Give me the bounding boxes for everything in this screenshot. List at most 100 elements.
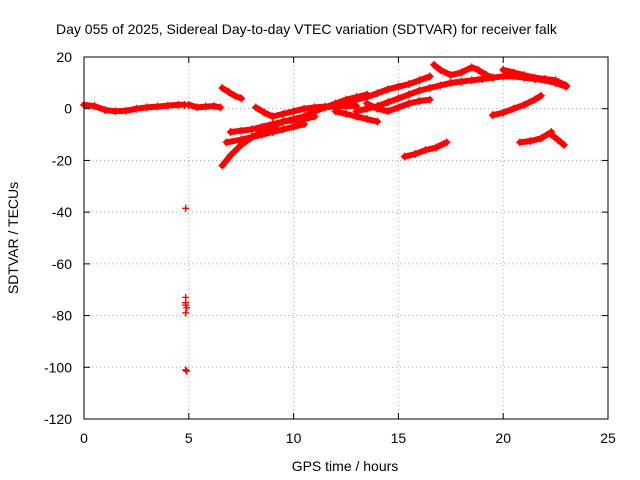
data-point [404, 80, 413, 89]
data-point [132, 104, 141, 113]
x-tick-labels: 0 5 10 15 20 25 [80, 430, 616, 446]
y-tick-label: 0 [64, 101, 72, 117]
y-tick-label: -80 [52, 308, 72, 324]
data-point [226, 151, 235, 160]
data-point [352, 95, 361, 104]
data-point [467, 76, 476, 85]
data-point [553, 135, 562, 144]
data-point [446, 71, 455, 80]
data-point [488, 73, 497, 82]
data-point [425, 72, 434, 81]
data-point [482, 71, 491, 80]
data-point [499, 65, 508, 74]
data-point [411, 149, 420, 158]
data-point [218, 84, 227, 93]
data-arc [517, 129, 555, 146]
data-point [467, 63, 476, 72]
data-point [111, 107, 120, 116]
data-point [121, 106, 130, 115]
data-arc [431, 61, 496, 81]
data-point [446, 78, 455, 87]
data-point [279, 109, 288, 118]
data-point [499, 108, 508, 117]
data-point [268, 127, 277, 136]
data-point [230, 91, 239, 100]
data-point [547, 130, 556, 139]
data-point [321, 103, 330, 112]
data-point [224, 87, 233, 96]
data-point [394, 94, 403, 103]
data-point [342, 109, 350, 118]
data-point [331, 107, 340, 116]
plot-frame [83, 56, 609, 420]
data-point [237, 126, 246, 135]
data-point [260, 108, 269, 117]
x-tick-label: 20 [495, 430, 511, 446]
data-point [247, 133, 256, 142]
data-point [551, 76, 560, 85]
data-point [430, 60, 439, 69]
data-point [268, 112, 277, 121]
data-point [163, 101, 172, 110]
data-point [400, 152, 409, 161]
data-point [383, 107, 392, 116]
data-point [289, 116, 298, 125]
data-point [342, 99, 350, 108]
data-point [310, 104, 319, 113]
data-point [404, 90, 413, 99]
data-point [559, 140, 568, 149]
data-point [520, 100, 529, 109]
data-point [183, 367, 191, 375]
data-point [142, 103, 151, 112]
data-point [247, 125, 256, 134]
data-point [300, 115, 309, 124]
data-point [201, 102, 210, 111]
data-arc [219, 85, 245, 102]
y-tick-label: -120 [44, 411, 72, 427]
data-point [209, 102, 218, 111]
data-point [100, 106, 109, 115]
data-point [373, 117, 382, 126]
data-point [436, 65, 445, 74]
x-tick-label: 0 [80, 430, 88, 446]
data-point [425, 84, 434, 93]
data-point [362, 99, 371, 108]
data-point [153, 102, 162, 111]
data-point [536, 91, 545, 100]
data-point [216, 103, 225, 112]
x-tick-label: 15 [391, 430, 407, 446]
y-tick-label: -40 [52, 204, 72, 220]
data-point [526, 137, 535, 146]
y-tick-label: -60 [52, 256, 72, 272]
data-point [457, 77, 466, 86]
x-axis-label: GPS time / hours [292, 458, 399, 474]
data-point [530, 95, 539, 104]
data-point [536, 134, 545, 143]
data-point [509, 68, 518, 77]
data-point [415, 86, 424, 95]
data-point [222, 138, 231, 147]
data-point [394, 82, 403, 91]
data-point [352, 107, 361, 116]
data-point [520, 71, 529, 80]
data-point [258, 122, 267, 131]
data-point [415, 76, 424, 85]
data-point [478, 74, 487, 83]
data-point [237, 135, 246, 144]
data-point [362, 115, 371, 124]
x-tick-label: 25 [600, 430, 616, 446]
data-point [279, 117, 288, 126]
data-point [182, 309, 190, 317]
data-point [237, 94, 246, 103]
data-point [383, 85, 392, 94]
data-point [541, 74, 550, 83]
data-point [425, 95, 434, 104]
data-point [509, 104, 518, 113]
data-point [193, 103, 202, 112]
axis-ticks [83, 56, 609, 420]
data-point [310, 112, 319, 121]
y-axis-label: SDTVAR / TECUs [5, 182, 21, 294]
data-point [442, 138, 451, 147]
data-point [268, 120, 277, 129]
